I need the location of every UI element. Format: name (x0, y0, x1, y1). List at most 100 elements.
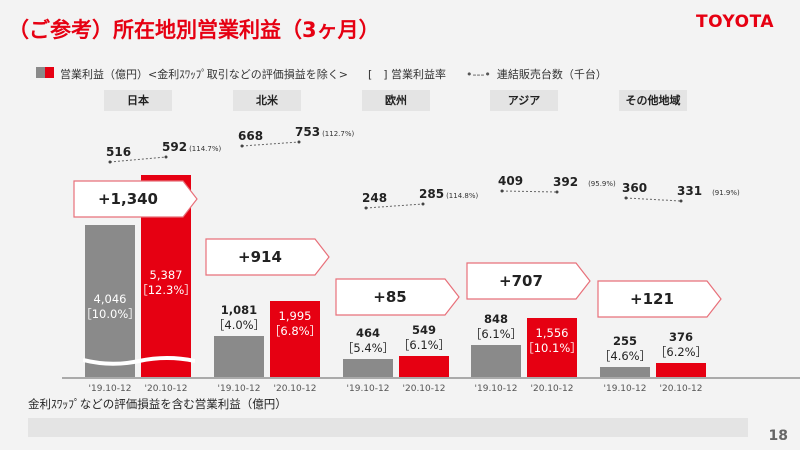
bar-label: 255 ［4.6%］ (597, 334, 653, 364)
sales-ratio: (91.9%) (712, 189, 740, 197)
bar-label: 5,387 ［12.3%］ (136, 268, 196, 298)
change-value: +85 (373, 288, 407, 306)
bar-margin: ［4.6%］ (598, 349, 652, 364)
change-value: +1,340 (97, 190, 158, 208)
bar-value: 4,046 (93, 292, 127, 306)
sales-label: 668 (238, 129, 263, 143)
x-tick-label: '20.10-12 (273, 384, 317, 394)
region-header: 日本 (104, 90, 172, 111)
sales-value: 668 (238, 129, 264, 143)
arrow-shape (335, 278, 460, 316)
bar-label: 1,556 ［10.1%］ (522, 325, 582, 356)
axis-break-icon (83, 356, 195, 366)
x-tick-label: '19.10-12 (88, 384, 132, 394)
arrow-shape (597, 280, 722, 318)
bar-label: 549 ［6.1%］ (396, 323, 452, 353)
change-arrow: +121 (597, 280, 722, 318)
sales-label: 592 (114.7%) (162, 140, 221, 154)
bar-value: 1,995 (278, 309, 312, 324)
sales-label: 409 (498, 174, 523, 188)
bar-label: 4,046 ［10.0%］ (80, 292, 140, 322)
bar-label: 1,995 ［6.8%］ (267, 309, 323, 339)
bar-value: 1,556 (535, 325, 569, 340)
sales-value: 285 (419, 187, 445, 201)
sales-label: 392 (95.9%) (553, 175, 616, 189)
bar-current (270, 301, 320, 377)
sales-value: 592 (162, 140, 188, 154)
sales-label: 248 (362, 191, 387, 205)
bar-margin: ［5.4%］ (341, 341, 395, 356)
change-arrow: +85 (335, 278, 460, 316)
bar-value: 549 (411, 323, 436, 338)
x-tick-label: '19.10-12 (346, 384, 390, 394)
bar-margin: ［6.8%］ (268, 324, 322, 339)
bar-label: 464 ［5.4%］ (340, 326, 396, 356)
bar-prior (214, 335, 264, 377)
bar-value: 464 (355, 326, 380, 341)
change-value: +121 (630, 290, 674, 308)
legend: 営業利益（億円）<金利ｽﾜｯﾌﾟ取引などの評価損益を除く> [ ] 営業利益率 … (36, 66, 607, 82)
x-tick-label: '20.10-12 (402, 384, 446, 394)
region-header: 欧州 (362, 90, 430, 111)
bar-current (399, 356, 449, 377)
x-tick-label: '20.10-12 (144, 384, 188, 394)
bar-label: 848 ［6.1%］ (468, 312, 524, 342)
bar-value: 1,081 (220, 302, 258, 317)
arrow-shape (73, 180, 198, 218)
x-tick-label: '19.10-12 (217, 384, 261, 394)
sales-value: 409 (498, 174, 524, 188)
sales-label: 331 (91.9%) (677, 184, 740, 198)
sales-value: 360 (622, 181, 648, 195)
sales-value: 392 (553, 175, 579, 189)
bar-margin: ［6.2%］ (654, 344, 708, 359)
page-title: （ご参考）所在地別営業利益（3ヶ月） (8, 18, 380, 42)
legend-op-income: 営業利益（億円）<金利ｽﾜｯﾌﾟ取引などの評価損益を除く> (60, 68, 348, 81)
sales-label: 516 (106, 145, 131, 159)
arrow-shape (205, 238, 330, 276)
region-header: 北米 (233, 90, 301, 111)
bar-margin: ［10.0%］ (80, 307, 140, 321)
page-number: 18 (768, 428, 788, 444)
bar-current (527, 317, 577, 377)
bar-label: 376 ［6.2%］ (653, 330, 709, 360)
sales-label: 360 (622, 181, 647, 195)
sales-value: 248 (362, 191, 388, 205)
bar-value: 376 (668, 329, 693, 344)
sales-label: 753 (112.7%) (295, 125, 354, 139)
bar-margin: ［12.3%］ (136, 283, 196, 297)
bar-label: 1,081 ［4.0%］ (211, 303, 267, 333)
bar-value: 5,387 (149, 268, 183, 282)
sales-value: 331 (677, 184, 703, 198)
bar-prior (471, 344, 521, 377)
change-arrow: +914 (205, 238, 330, 276)
legend-margin: [ ] 営業利益率 (367, 68, 447, 81)
change-arrow: +1,340 (73, 180, 198, 218)
sales-value: 753 (295, 125, 321, 139)
change-value: +914 (238, 248, 282, 266)
toyota-logo: TOYOTA (695, 12, 774, 32)
sales-ratio: (114.7%) (189, 145, 222, 153)
region-header: アジア (490, 90, 558, 111)
bar-value: 848 (483, 311, 508, 326)
x-tick-label: '19.10-12 (474, 384, 518, 394)
x-axis-line (62, 377, 800, 379)
sales-label: 285 (114.8%) (419, 187, 478, 201)
sales-ratio: (112.7%) (322, 130, 355, 138)
change-arrow: +707 (466, 262, 591, 300)
table-row (28, 418, 748, 437)
x-tick-label: '20.10-12 (659, 384, 703, 394)
region-header: その他地域 (619, 90, 687, 111)
legend-sales: 連結販売台数（千台） (496, 68, 607, 81)
bar-margin: ［10.1%］ (522, 340, 582, 355)
bar-margin: ［6.1%］ (397, 338, 451, 353)
sales-value: 516 (106, 145, 132, 159)
bar-prior (343, 359, 393, 377)
bar-prior (85, 225, 135, 377)
bar-margin: ［4.0%］ (212, 317, 266, 332)
table-label: 金利ｽﾜｯﾌﾟなどの評価損益を含む営業利益（億円） (28, 397, 287, 411)
arrow-shape (466, 262, 591, 300)
legend-dotted-line-icon: •---• (466, 67, 491, 81)
change-value: +707 (499, 272, 543, 290)
bar-margin: ［6.1%］ (469, 326, 523, 341)
bar-value: 255 (612, 334, 637, 349)
